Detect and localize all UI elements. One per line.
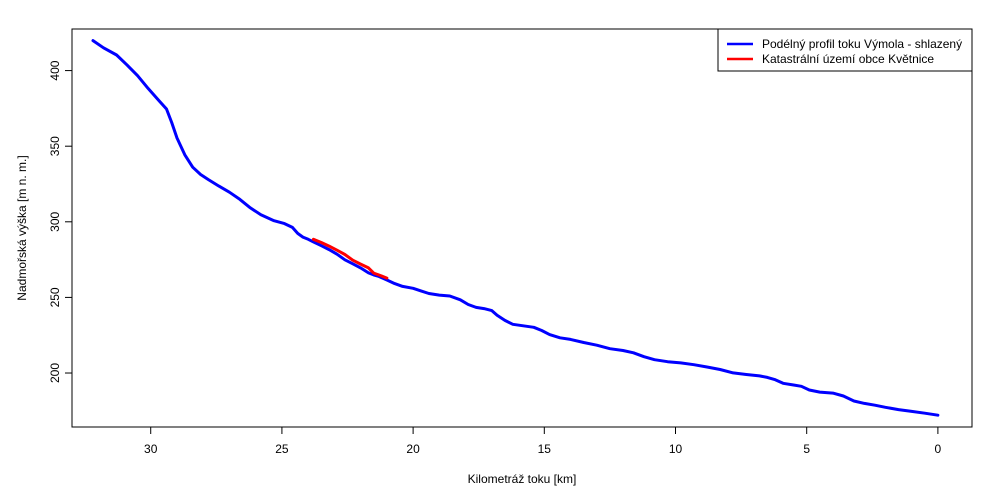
- legend-label-podelny-profil: Podélný profil toku Výmola - shlazený: [762, 37, 962, 51]
- series-layer: [91, 39, 940, 417]
- y-tick-label: 400: [48, 60, 62, 80]
- x-tick-label: 25: [275, 442, 289, 456]
- y-axis-label: Nadmořská výška [m n. m.]: [15, 155, 29, 300]
- x-tick-label: 5: [803, 442, 810, 456]
- y-tick-label: 350: [48, 136, 62, 156]
- y-tick-label: 300: [48, 211, 62, 231]
- legend: Podélný profil toku Výmola - shlazený Ka…: [717, 28, 973, 72]
- x-tick-label: 20: [406, 442, 420, 456]
- plot-frame: [71, 28, 973, 428]
- x-axis-label: Kilometráž toku [km]: [468, 472, 577, 486]
- y-axis: 200 250 300 350 400: [48, 60, 73, 383]
- legend-box: [717, 28, 973, 72]
- x-tick-label: 30: [144, 442, 158, 456]
- y-tick-label: 250: [48, 287, 62, 307]
- y-tick-label: 200: [48, 363, 62, 383]
- x-tick-label: 10: [669, 442, 683, 456]
- series-line-0: [91, 39, 940, 417]
- legend-label-katastralni-uzemi: Katastrální území obce Květnice: [762, 52, 934, 66]
- x-tick-label: 0: [935, 442, 942, 456]
- x-tick-label: 15: [538, 442, 552, 456]
- x-axis: 30 25 20 15 10 5 0: [144, 426, 942, 456]
- series-line-1: [311, 237, 389, 280]
